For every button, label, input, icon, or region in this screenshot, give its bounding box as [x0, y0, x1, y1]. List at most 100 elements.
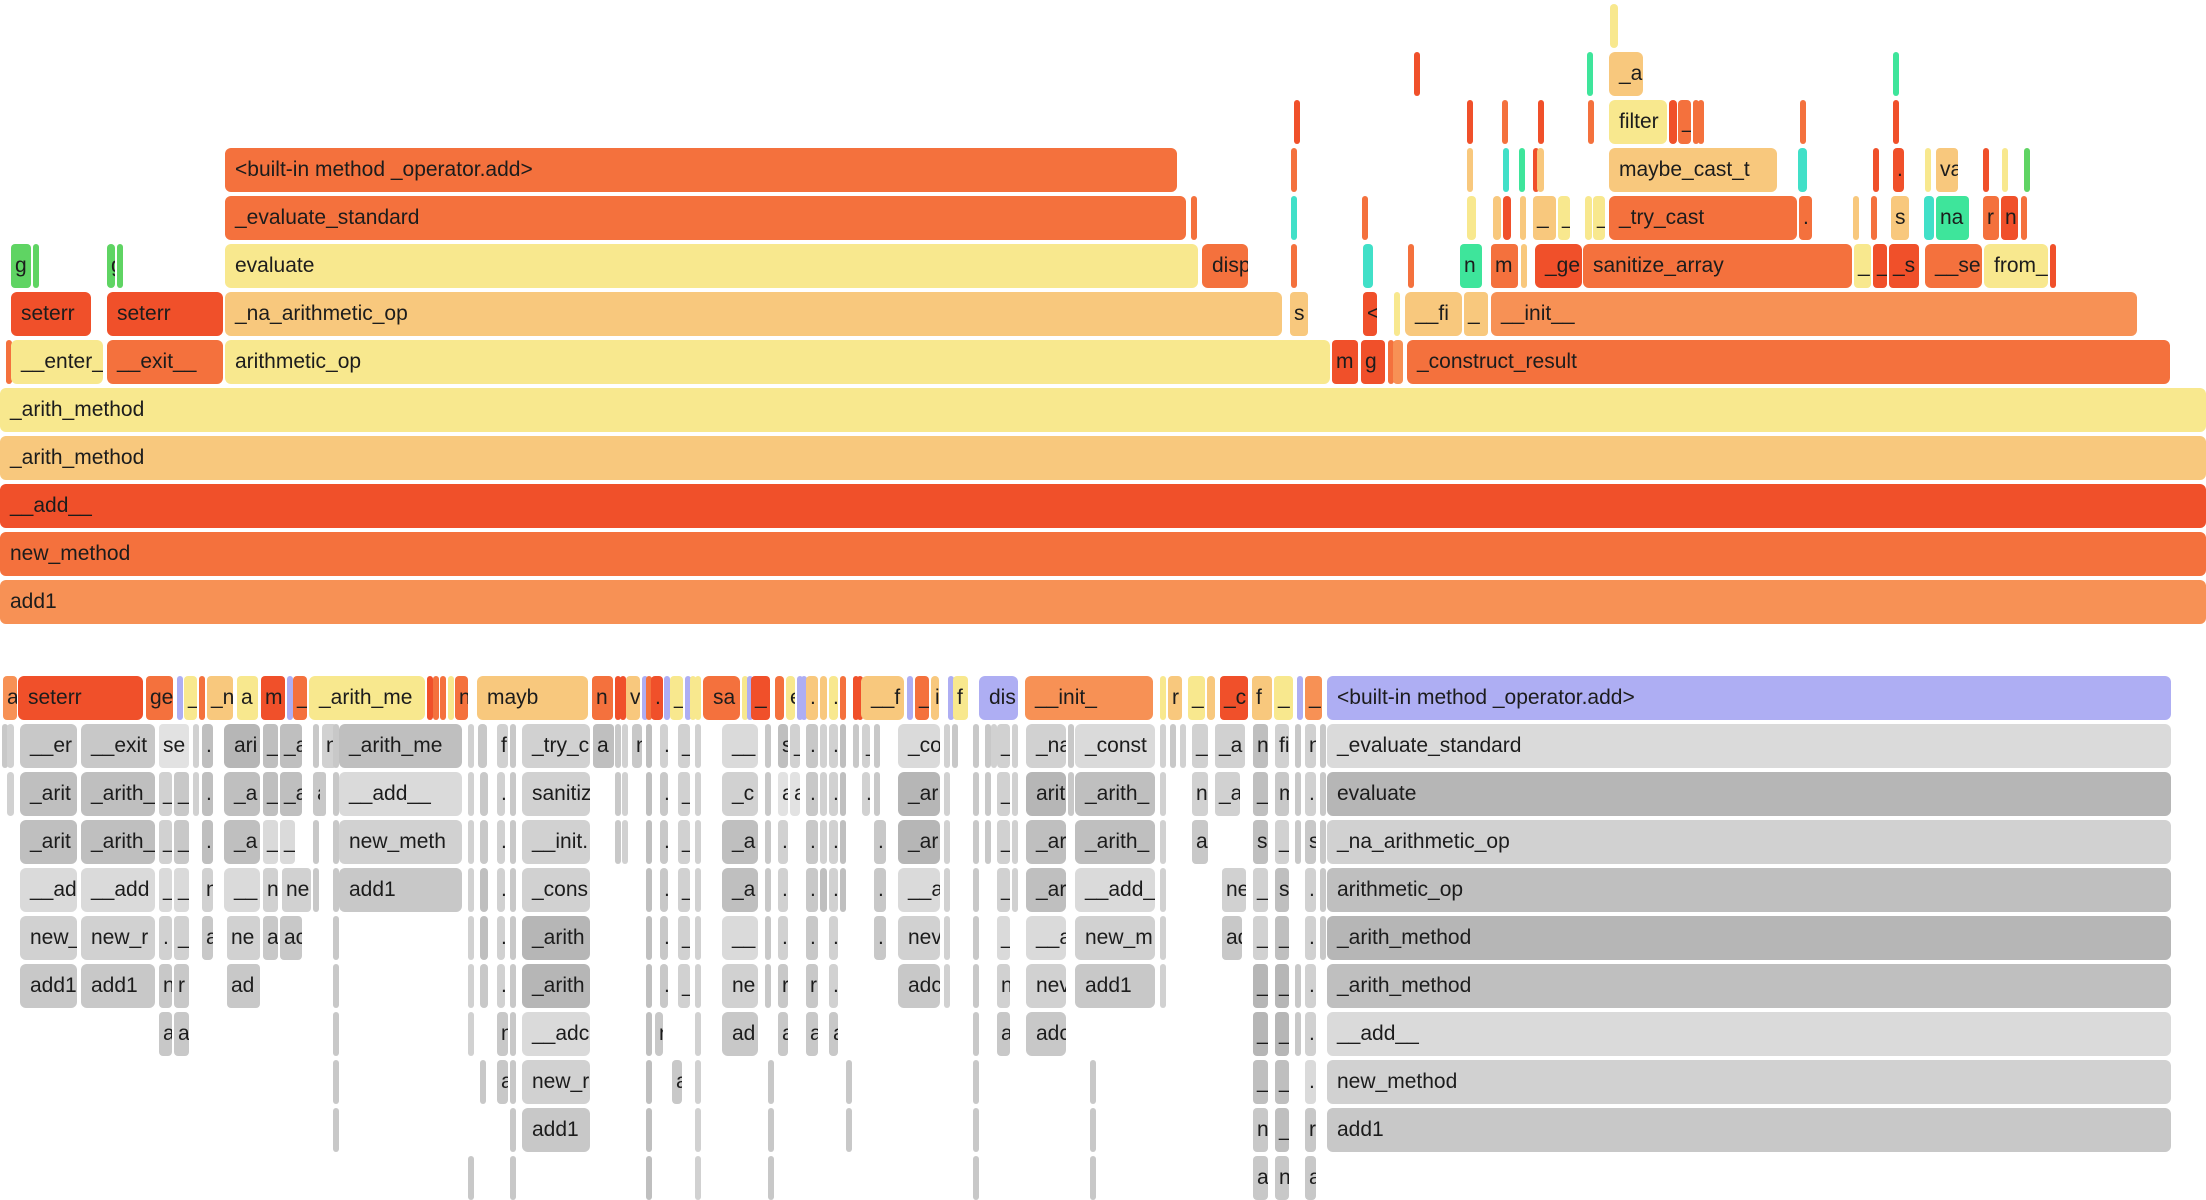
flame-frame[interactable]: . — [829, 724, 838, 768]
flame-frame[interactable] — [695, 868, 701, 912]
flame-frame[interactable] — [480, 868, 488, 912]
flame-frame[interactable]: _ — [751, 676, 770, 720]
flame-frame[interactable]: _ — [1873, 244, 1887, 288]
flame-frame[interactable]: . — [874, 916, 886, 960]
flame-frame[interactable]: a — [202, 916, 213, 960]
flame-frame[interactable]: n — [2001, 196, 2018, 240]
flame-frame[interactable]: _ar — [898, 772, 940, 816]
flame-frame[interactable] — [1520, 196, 1526, 240]
flame-frame[interactable]: . — [874, 868, 886, 912]
flame-frame[interactable]: __ — [722, 916, 758, 960]
flame-frame[interactable] — [615, 676, 621, 720]
flame-frame[interactable] — [2024, 148, 2030, 192]
flame-frame[interactable]: _cons — [522, 868, 590, 912]
flame-frame[interactable]: . — [660, 724, 668, 768]
flame-frame[interactable] — [973, 964, 979, 1008]
flame-frame[interactable] — [468, 916, 474, 960]
flame-frame[interactable] — [1873, 148, 1879, 192]
flame-frame[interactable]: _ — [1253, 964, 1268, 1008]
flame-frame[interactable]: n — [997, 964, 1010, 1008]
flame-frame[interactable] — [820, 868, 827, 912]
flame-frame[interactable] — [801, 676, 807, 720]
flame-frame[interactable] — [857, 676, 863, 720]
flame-frame[interactable] — [646, 1156, 652, 1200]
flame-frame[interactable] — [468, 1012, 474, 1056]
flame-frame[interactable]: v — [626, 676, 640, 720]
flame-frame[interactable] — [1295, 964, 1301, 1008]
flame-frame[interactable] — [646, 1060, 652, 1104]
flame-frame[interactable]: _ar — [1026, 820, 1066, 864]
flame-frame[interactable] — [1012, 868, 1018, 912]
flame-frame[interactable] — [944, 964, 950, 1008]
flame-frame[interactable] — [685, 676, 691, 720]
flame-frame[interactable]: _ — [1305, 676, 1322, 720]
flame-frame[interactable] — [193, 724, 199, 768]
flame-frame[interactable]: arit — [1026, 772, 1066, 816]
flame-frame[interactable]: r — [1168, 676, 1182, 720]
flame-frame[interactable] — [1503, 148, 1509, 192]
flame-frame[interactable]: arithmetic_op — [1327, 868, 2171, 912]
flame-frame[interactable]: _na_arithmetic_op — [1327, 820, 2171, 864]
flame-frame[interactable]: a — [159, 1012, 172, 1056]
flame-frame[interactable]: r — [1983, 196, 1999, 240]
flame-frame[interactable]: __se — [1925, 244, 1982, 288]
flame-frame[interactable]: g — [11, 244, 31, 288]
flame-frame[interactable] — [1669, 100, 1677, 144]
flame-frame[interactable]: _ — [174, 772, 189, 816]
flame-frame[interactable]: ac — [280, 916, 302, 960]
flame-frame[interactable]: ne — [1222, 868, 1246, 912]
flame-frame[interactable] — [1160, 676, 1166, 720]
flame-frame[interactable] — [768, 1060, 774, 1104]
flame-frame[interactable] — [622, 820, 628, 864]
flame-frame[interactable]: sanitiz — [522, 772, 590, 816]
flame-frame[interactable]: _ — [1253, 868, 1268, 912]
flame-frame[interactable] — [1393, 340, 1403, 384]
flame-frame[interactable]: . — [1305, 1060, 1316, 1104]
flame-frame[interactable]: __a — [1026, 916, 1066, 960]
flame-frame[interactable]: _c — [1220, 676, 1248, 720]
flame-frame[interactable] — [1408, 244, 1414, 288]
flame-frame[interactable]: r — [778, 964, 788, 1008]
flame-frame[interactable]: na — [1936, 196, 1969, 240]
flame-frame[interactable] — [985, 724, 991, 768]
flame-frame[interactable] — [695, 1060, 701, 1104]
flame-frame[interactable]: _a — [224, 820, 260, 864]
flame-frame[interactable]: _ — [1275, 964, 1289, 1008]
flame-frame[interactable]: n — [1460, 244, 1482, 288]
flame-frame[interactable] — [1585, 196, 1592, 240]
flame-frame[interactable]: n — [632, 724, 642, 768]
flame-frame[interactable] — [333, 868, 339, 912]
flame-frame[interactable]: m — [1275, 772, 1289, 816]
flame-frame[interactable]: n — [592, 676, 613, 720]
flame-frame[interactable] — [820, 772, 827, 816]
flame-frame[interactable]: g — [1361, 340, 1385, 384]
flame-frame[interactable]: n — [497, 1012, 508, 1056]
flame-frame[interactable]: add1 — [20, 964, 77, 1008]
flame-frame[interactable]: ari — [224, 724, 260, 768]
flame-frame[interactable] — [480, 964, 488, 1008]
selected-frame[interactable]: <built-in method _operator.add> — [1327, 676, 2171, 720]
flame-frame[interactable]: _ — [293, 676, 307, 720]
flame-frame[interactable] — [615, 772, 621, 816]
flame-frame[interactable]: _arith_method — [1327, 916, 2171, 960]
flame-frame[interactable]: . — [874, 820, 886, 864]
flame-frame[interactable] — [333, 964, 339, 1008]
flame-frame[interactable] — [642, 676, 648, 720]
flame-frame[interactable] — [333, 916, 339, 960]
flame-frame[interactable]: f — [1252, 676, 1272, 720]
flame-frame[interactable]: new_method — [1327, 1060, 2171, 1104]
flame-frame[interactable] — [478, 724, 487, 768]
flame-frame[interactable]: i — [931, 676, 939, 720]
flame-frame[interactable]: s — [1305, 820, 1316, 864]
flame-frame[interactable]: a — [790, 772, 800, 816]
flame-frame[interactable] — [448, 676, 454, 720]
flame-frame[interactable]: . — [497, 964, 505, 1008]
flame-frame[interactable]: . — [829, 772, 838, 816]
flame-frame[interactable]: disp — [1202, 244, 1248, 288]
flame-frame[interactable]: _ — [280, 820, 295, 864]
flame-frame[interactable]: add1 — [0, 580, 2206, 624]
flame-frame[interactable]: _a — [722, 820, 758, 864]
flame-frame[interactable] — [1467, 196, 1476, 240]
flame-frame[interactable]: nev — [898, 916, 940, 960]
flame-frame[interactable]: new_m — [1075, 916, 1155, 960]
